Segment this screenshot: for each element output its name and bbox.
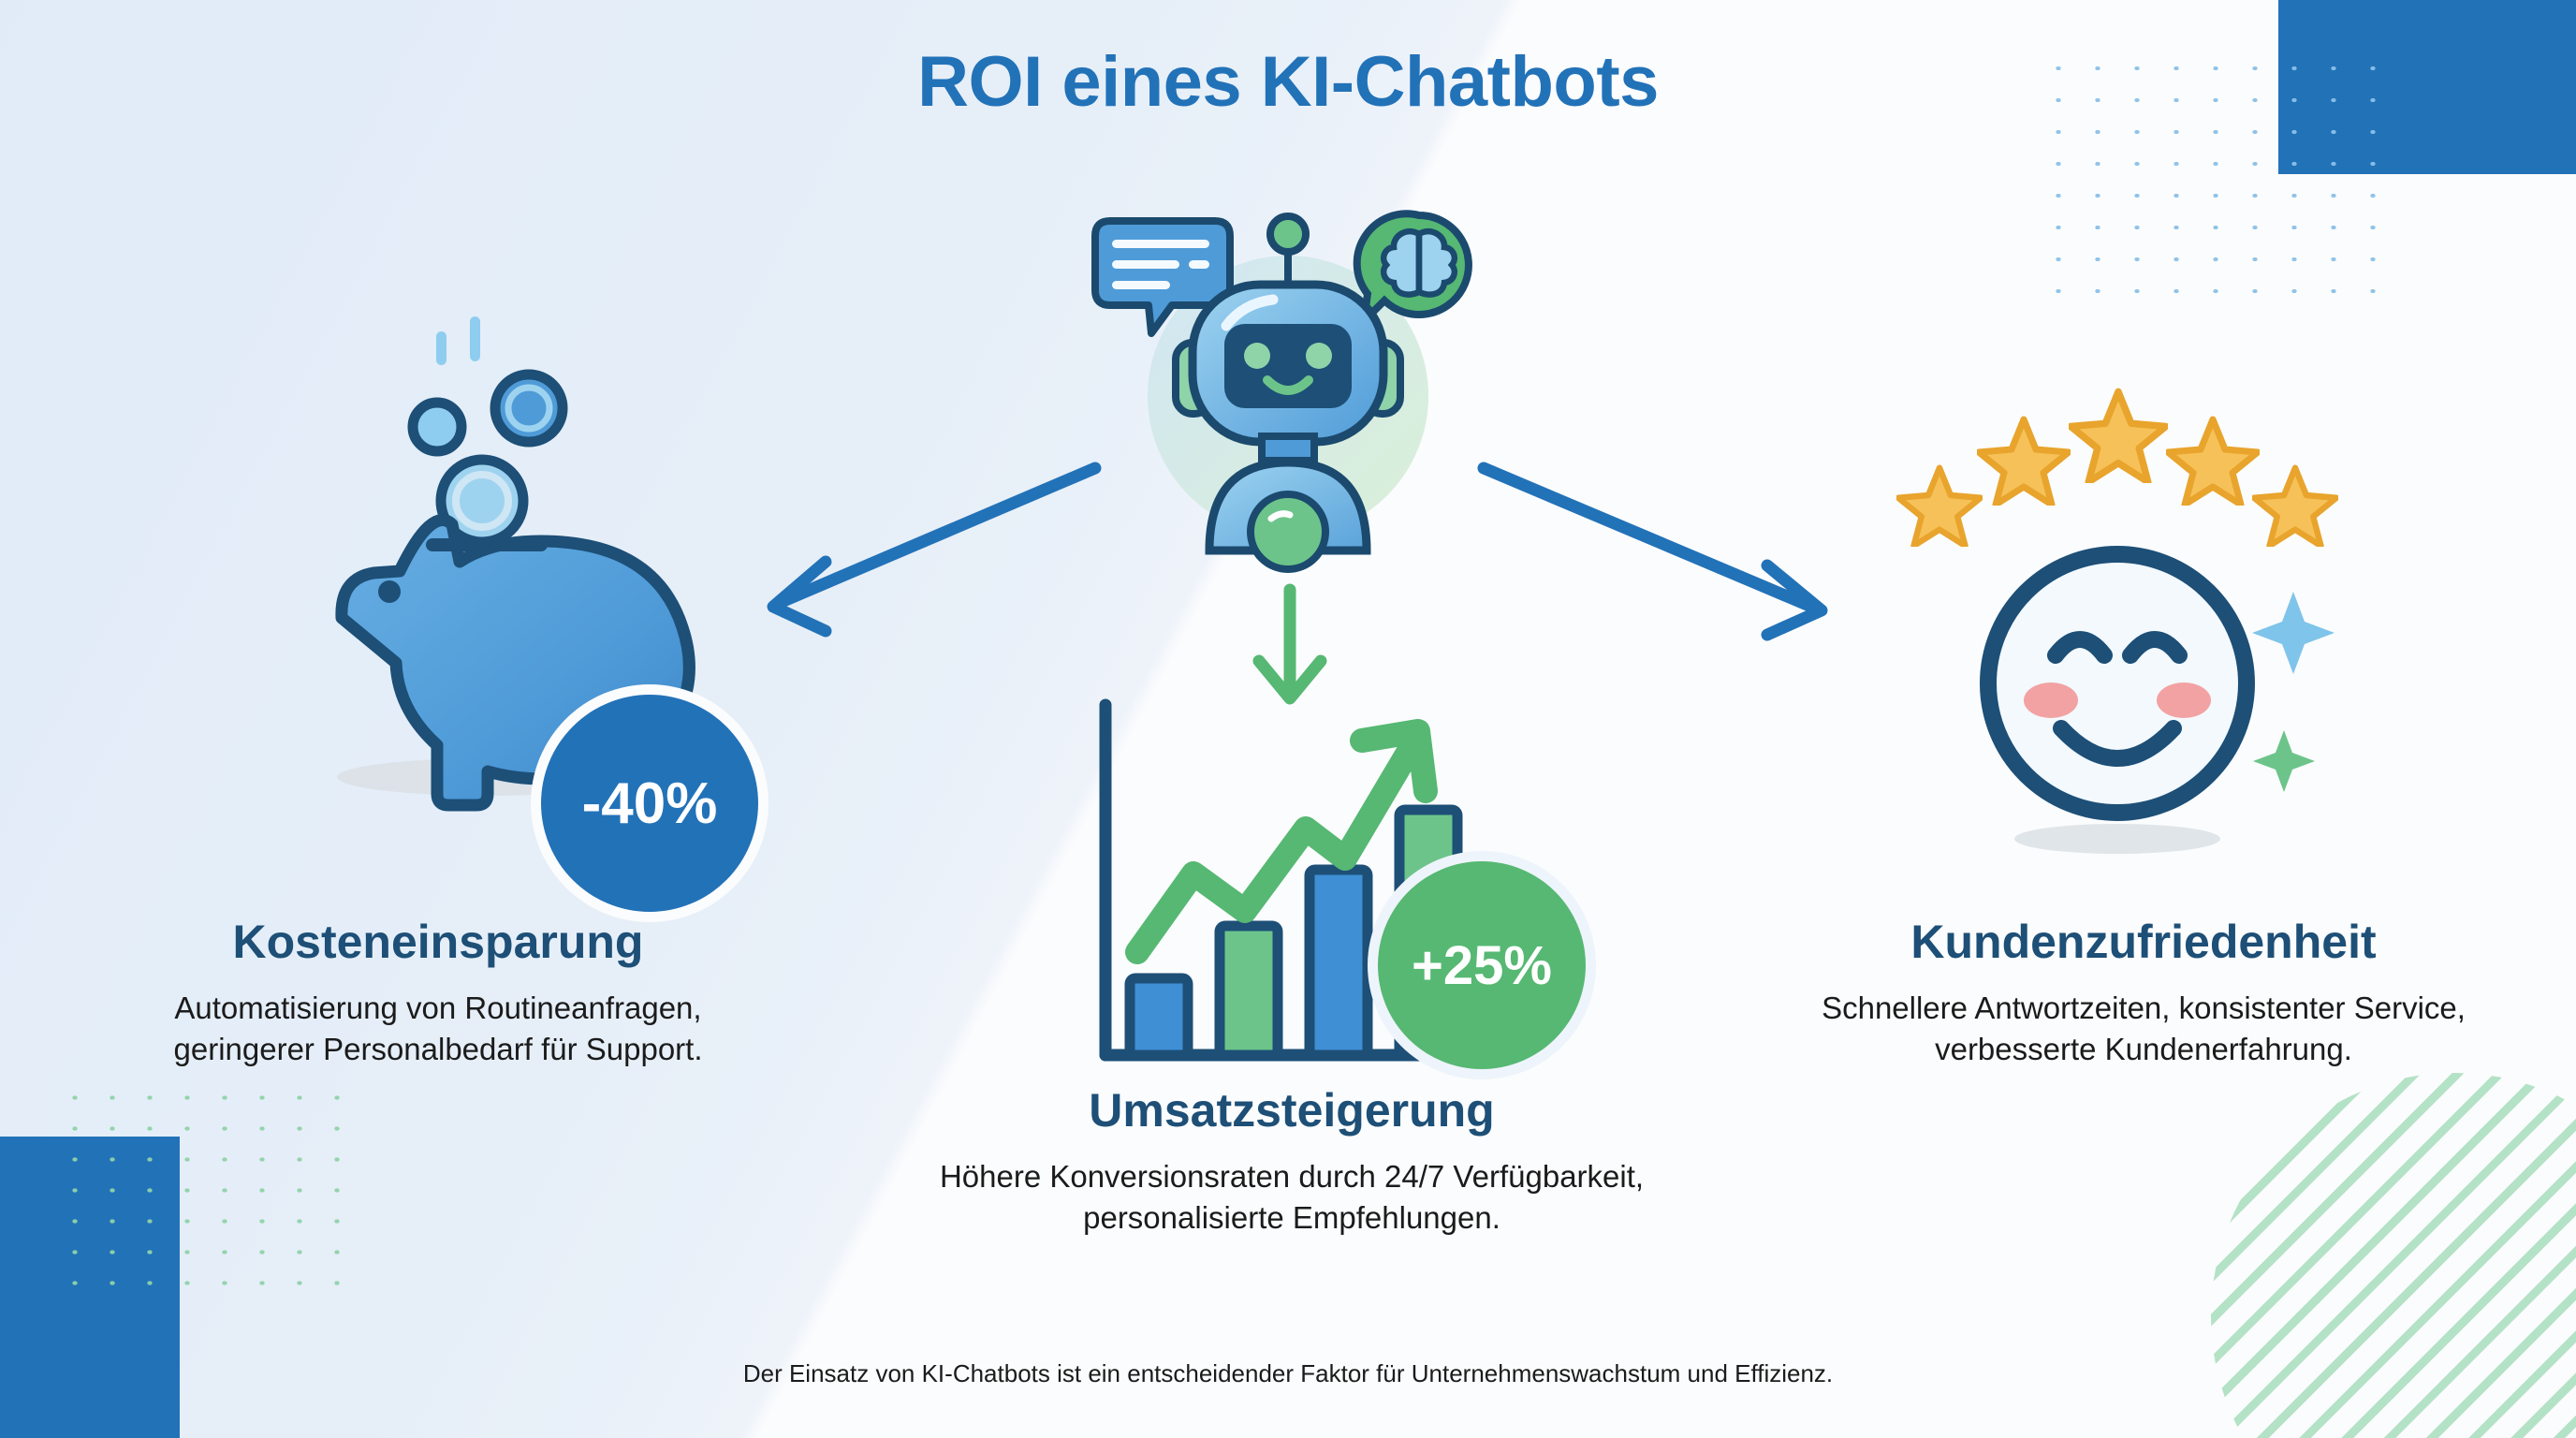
robot-face-screen	[1224, 324, 1352, 408]
star-icon-3	[2071, 391, 2166, 481]
smiley-shadow	[2014, 824, 2220, 854]
chatbot-robot-illustration	[1086, 195, 1490, 588]
decor-dot-grid-top-right	[2039, 52, 2396, 296]
sparkle-icon-green	[2253, 730, 2315, 792]
column-cost-saving-heading: Kosteneinsparung	[232, 916, 644, 968]
badge-revenue-growth: +25%	[1378, 861, 1586, 1069]
smiley-eye-right	[2122, 631, 2188, 664]
page-title: ROI eines KI-Chatbots	[917, 42, 1659, 122]
robot-chest-highlight	[1267, 510, 1294, 522]
smiley-mouth	[2053, 720, 2182, 767]
chart-bar-2	[1214, 920, 1283, 1061]
coin-motion-line-2	[470, 316, 480, 361]
star-icon-2	[1979, 419, 2069, 505]
column-revenue-growth: Umsatzsteigerung Höhere Konversionsraten…	[842, 1086, 1741, 1239]
smiley-blush-left	[2024, 682, 2078, 718]
chat-bubble-icon	[1091, 217, 1234, 337]
robot-eye-left	[1244, 343, 1270, 369]
star-icon-5	[2254, 468, 2336, 546]
chart-bar-1	[1124, 973, 1193, 1061]
smiley-blush-right	[2157, 682, 2211, 718]
column-revenue-growth-body: Höhere Konversionsraten durch 24/7 Verfü…	[939, 1159, 1645, 1235]
coin-small	[407, 397, 467, 457]
smiley-stars-illustration	[1891, 374, 2340, 861]
badge-revenue-growth-value: +25%	[1412, 934, 1552, 996]
sparkle-icon-blue	[2252, 592, 2334, 674]
column-customer-satisfaction-heading: Kundenzufriedenheit	[1910, 916, 2377, 968]
coin-inserting	[435, 454, 529, 548]
chart-trend-arrow	[1125, 719, 1438, 964]
chart-bar-3	[1304, 864, 1373, 1061]
column-customer-satisfaction-body: Schnellere Antwortzeiten, konsistenter S…	[1822, 990, 2466, 1066]
star-icon-4	[2168, 419, 2258, 505]
column-customer-satisfaction: Kundenzufriedenheit Schnellere Antwortze…	[1760, 917, 2527, 1070]
brain-bubble-icon	[1353, 210, 1472, 332]
robot-smile	[1263, 375, 1313, 395]
column-revenue-growth-heading: Umsatzsteigerung	[1089, 1084, 1495, 1137]
smiley-eye-left	[2047, 631, 2113, 664]
column-cost-saving: Kosteneinsparung Automatisierung von Rou…	[101, 917, 775, 1070]
robot-antenna	[1266, 213, 1310, 290]
badge-cost-saving: -40%	[541, 695, 758, 912]
rating-stars	[1898, 391, 2336, 546]
star-icon-1	[1898, 468, 1981, 546]
smiley-face-icon	[1980, 546, 2255, 821]
badge-cost-saving-value: -40%	[581, 770, 718, 836]
coin-motion-line-1	[436, 331, 446, 365]
robot-neck	[1258, 433, 1318, 464]
column-cost-saving-body: Automatisierung von Routineanfragen, ger…	[173, 990, 703, 1066]
piggy-eye	[378, 580, 401, 603]
decor-dot-grid-bottom-left	[56, 1082, 356, 1298]
robot-head-highlight	[1221, 294, 1279, 331]
robot-eye-right	[1306, 343, 1332, 369]
footer-caption: Der Einsatz von KI-Chatbots ist ein ents…	[742, 1359, 1834, 1387]
coin-large	[490, 369, 568, 448]
robot-chest-button	[1247, 491, 1329, 573]
